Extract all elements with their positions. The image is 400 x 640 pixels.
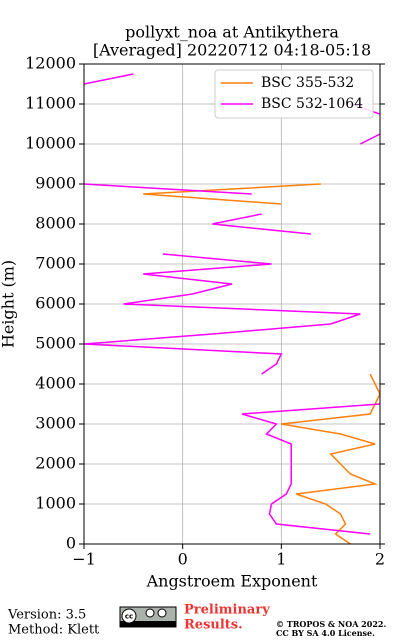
x-tick-label: 0 [178,550,188,569]
x-tick-label: −1 [72,550,96,569]
y-tick-label: 9000 [35,174,76,193]
legend-label: BSC 355-532 [261,75,354,91]
y-tick-label: 3000 [35,414,76,433]
y-tick-label: 12000 [25,54,76,73]
notice: Preliminary [184,603,270,618]
version: Version: 3.5 [7,608,86,623]
y-tick-label: 8000 [35,214,76,233]
axes-frame [83,63,381,545]
y-tick-label: 2000 [35,454,76,473]
x-tick-label: 2 [375,550,385,569]
copyright: CC BY SA 4.0 License. [276,628,375,638]
badge-text: cc [125,613,133,621]
y-tick-label: 1000 [35,494,76,513]
copyright: © TROPOS & NOA 2022. [276,619,386,629]
chart-title: pollyxt_noa at Antikythera [125,23,339,42]
y-tick-label: 4000 [35,374,76,393]
profile-line [143,183,380,544]
y-tick-label: 7000 [35,254,76,273]
plot-area [84,73,380,544]
method: Method: Klett [8,623,100,638]
y-tick-label: 11000 [25,94,76,113]
y-tick-label: 6000 [35,294,76,313]
x-tick-label: 1 [276,550,286,569]
y-axis-label: Height (m) [0,260,18,348]
license-badge: cc [119,606,177,628]
y-tick-label: 0 [66,534,76,553]
chart-subtitle: [Averaged] 20220712 04:18-05:18 [93,41,371,60]
legend-box [214,69,374,119]
x-axis-label: Angstroem Exponent [146,572,318,591]
y-tick-label: 5000 [35,334,76,353]
notice: Results. [184,618,243,633]
y-tick-label: 10000 [25,134,76,153]
legend-label: BSC 532-1064 [261,96,363,112]
profile-line [84,73,380,535]
